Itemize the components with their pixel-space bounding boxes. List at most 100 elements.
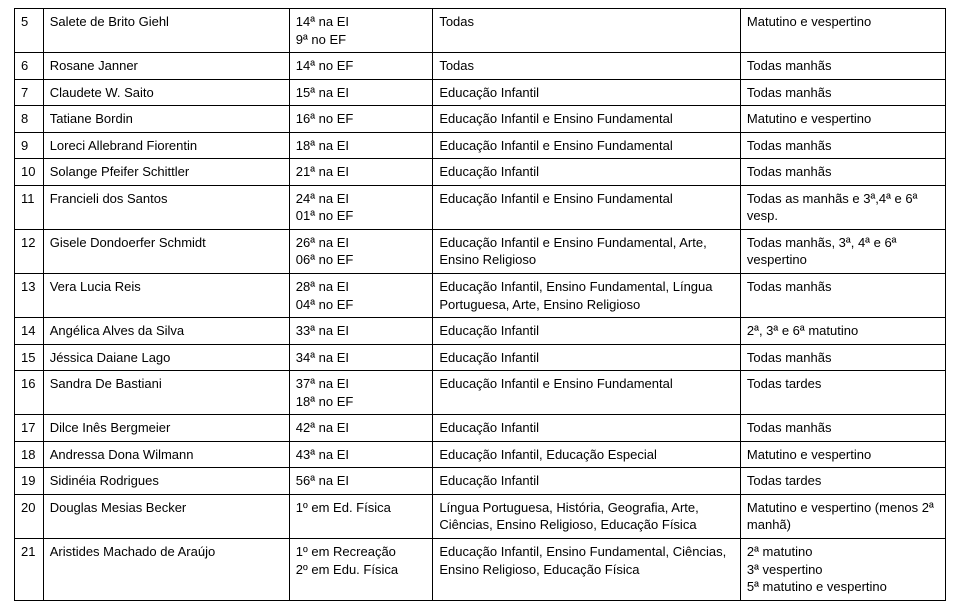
cell-num: 17	[15, 415, 44, 442]
cell-name: Sandra De Bastiani	[43, 371, 289, 415]
cell-area: Educação Infantil	[433, 79, 741, 106]
cell-num: 9	[15, 132, 44, 159]
cell-num: 15	[15, 344, 44, 371]
cell-num: 20	[15, 494, 44, 538]
cell-num: 7	[15, 79, 44, 106]
cell-rank: 15ª na EI	[289, 79, 433, 106]
cell-period: Matutino e vespertino	[740, 9, 945, 53]
cell-period: Todas as manhãs e 3ª,4ª e 6ª vesp.	[740, 185, 945, 229]
cell-rank: 43ª na EI	[289, 441, 433, 468]
cell-period: Todas manhãs	[740, 274, 945, 318]
cell-num: 12	[15, 229, 44, 273]
cell-rank: 24ª na EI01ª no EF	[289, 185, 433, 229]
cell-period: Matutino e vespertino	[740, 441, 945, 468]
cell-rank: 16ª no EF	[289, 106, 433, 133]
table-row: 20Douglas Mesias Becker1º em Ed. FísicaL…	[15, 494, 946, 538]
cell-name: Gisele Dondoerfer Schmidt	[43, 229, 289, 273]
cell-name: Angélica Alves da Silva	[43, 318, 289, 345]
cell-rank: 18ª na EI	[289, 132, 433, 159]
table-row: 11Francieli dos Santos24ª na EI01ª no EF…	[15, 185, 946, 229]
cell-name: Andressa Dona Wilmann	[43, 441, 289, 468]
table-row: 12Gisele Dondoerfer Schmidt26ª na EI06ª …	[15, 229, 946, 273]
cell-period: 2ª, 3ª e 6ª matutino	[740, 318, 945, 345]
cell-rank: 26ª na EI06ª no EF	[289, 229, 433, 273]
cell-area: Educação Infantil, Ensino Fundamental, C…	[433, 539, 741, 601]
table-row: 19Sidinéia Rodrigues56ª na EIEducação In…	[15, 468, 946, 495]
cell-area: Língua Portuguesa, História, Geografia, …	[433, 494, 741, 538]
cell-period: Todas manhãs	[740, 79, 945, 106]
cell-area: Educação Infantil, Educação Especial	[433, 441, 741, 468]
cell-name: Claudete W. Saito	[43, 79, 289, 106]
table-row: 6Rosane Janner14ª no EFTodasTodas manhãs	[15, 53, 946, 80]
table-row: 15Jéssica Daiane Lago34ª na EIEducação I…	[15, 344, 946, 371]
cell-area: Educação Infantil e Ensino Fundamental	[433, 185, 741, 229]
cell-period: Todas manhãs	[740, 415, 945, 442]
table-row: 16Sandra De Bastiani37ª na EI18ª no EFEd…	[15, 371, 946, 415]
cell-period: Todas manhãs, 3ª, 4ª e 6ª vespertino	[740, 229, 945, 273]
cell-area: Educação Infantil e Ensino Fundamental	[433, 371, 741, 415]
cell-rank: 14ª no EF	[289, 53, 433, 80]
cell-num: 18	[15, 441, 44, 468]
table-row: 21Aristides Machado de Araújo1º em Recre…	[15, 539, 946, 601]
cell-rank: 42ª na EI	[289, 415, 433, 442]
cell-rank: 34ª na EI	[289, 344, 433, 371]
cell-area: Educação Infantil e Ensino Fundamental	[433, 106, 741, 133]
cell-num: 11	[15, 185, 44, 229]
cell-name: Tatiane Bordin	[43, 106, 289, 133]
cell-name: Sidinéia Rodrigues	[43, 468, 289, 495]
cell-rank: 37ª na EI18ª no EF	[289, 371, 433, 415]
cell-name: Vera Lucia Reis	[43, 274, 289, 318]
cell-name: Salete de Brito Giehl	[43, 9, 289, 53]
table-row: 10Solange Pfeifer Schittler21ª na EIEduc…	[15, 159, 946, 186]
cell-num: 21	[15, 539, 44, 601]
cell-num: 13	[15, 274, 44, 318]
cell-area: Educação Infantil e Ensino Fundamental	[433, 132, 741, 159]
cell-name: Solange Pfeifer Schittler	[43, 159, 289, 186]
cell-rank: 14ª na EI9ª no EF	[289, 9, 433, 53]
cell-period: Todas manhãs	[740, 344, 945, 371]
table-row: 13Vera Lucia Reis28ª na EI04ª no EFEduca…	[15, 274, 946, 318]
table-row: 9Loreci Allebrand Fiorentin18ª na EIEduc…	[15, 132, 946, 159]
cell-rank: 1º em Recreação2º em Edu. Física	[289, 539, 433, 601]
cell-name: Douglas Mesias Becker	[43, 494, 289, 538]
cell-num: 14	[15, 318, 44, 345]
cell-period: 2ª matutino3ª vespertino5ª matutino e ve…	[740, 539, 945, 601]
table-row: 17Dilce Inês Bergmeier42ª na EIEducação …	[15, 415, 946, 442]
cell-area: Educação Infantil e Ensino Fundamental, …	[433, 229, 741, 273]
cell-period: Todas manhãs	[740, 132, 945, 159]
cell-area: Todas	[433, 9, 741, 53]
cell-name: Jéssica Daiane Lago	[43, 344, 289, 371]
cell-period: Todas tardes	[740, 371, 945, 415]
cell-name: Aristides Machado de Araújo	[43, 539, 289, 601]
cell-num: 6	[15, 53, 44, 80]
cell-rank: 21ª na EI	[289, 159, 433, 186]
cell-area: Todas	[433, 53, 741, 80]
cell-area: Educação Infantil, Ensino Fundamental, L…	[433, 274, 741, 318]
cell-num: 5	[15, 9, 44, 53]
cell-area: Educação Infantil	[433, 415, 741, 442]
cell-name: Loreci Allebrand Fiorentin	[43, 132, 289, 159]
cell-area: Educação Infantil	[433, 468, 741, 495]
cell-rank: 28ª na EI04ª no EF	[289, 274, 433, 318]
cell-period: Matutino e vespertino	[740, 106, 945, 133]
cell-num: 16	[15, 371, 44, 415]
cell-area: Educação Infantil	[433, 159, 741, 186]
cell-rank: 56ª na EI	[289, 468, 433, 495]
table-row: 7Claudete W. Saito15ª na EIEducação Infa…	[15, 79, 946, 106]
table-row: 5Salete de Brito Giehl14ª na EI9ª no EFT…	[15, 9, 946, 53]
cell-num: 10	[15, 159, 44, 186]
cell-period: Todas manhãs	[740, 159, 945, 186]
cell-name: Rosane Janner	[43, 53, 289, 80]
cell-rank: 33ª na EI	[289, 318, 433, 345]
cell-name: Francieli dos Santos	[43, 185, 289, 229]
table-row: 18Andressa Dona Wilmann43ª na EIEducação…	[15, 441, 946, 468]
table-row: 14Angélica Alves da Silva33ª na EIEducaç…	[15, 318, 946, 345]
cell-period: Todas tardes	[740, 468, 945, 495]
cell-period: Todas manhãs	[740, 53, 945, 80]
cell-period: Matutino e vespertino (menos 2ª manhã)	[740, 494, 945, 538]
cell-area: Educação Infantil	[433, 318, 741, 345]
cell-num: 19	[15, 468, 44, 495]
table-row: 8Tatiane Bordin16ª no EFEducação Infanti…	[15, 106, 946, 133]
cell-area: Educação Infantil	[433, 344, 741, 371]
data-table: 5Salete de Brito Giehl14ª na EI9ª no EFT…	[14, 8, 946, 601]
